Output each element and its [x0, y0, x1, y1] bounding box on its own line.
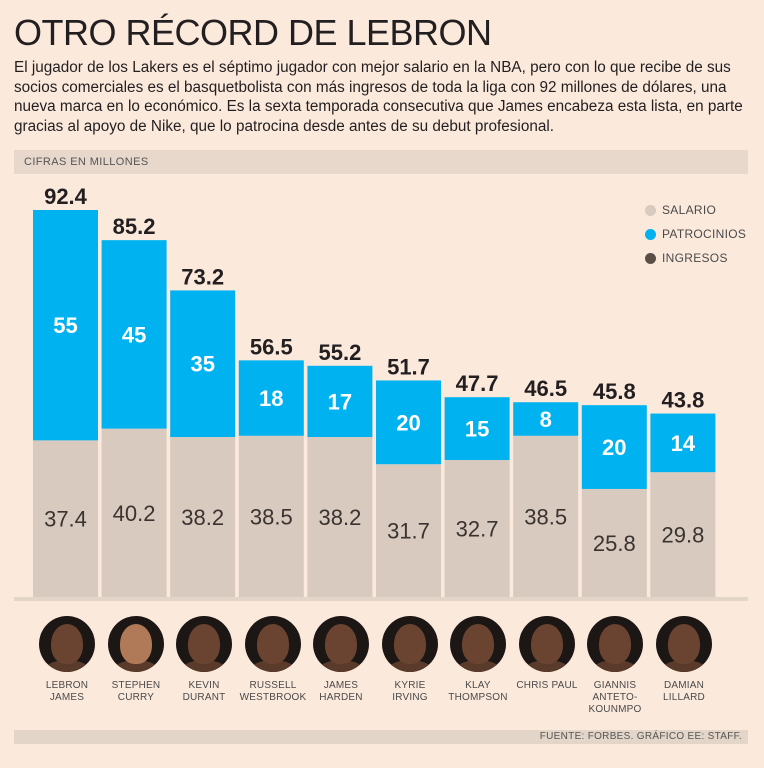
- legend-item-ingresos: INGRESOS: [645, 246, 746, 270]
- units-bar: CIFRAS EN MILLONES: [14, 150, 748, 174]
- bar-patrocinios: [376, 380, 441, 465]
- units-label: CIFRAS EN MILLONES: [24, 156, 149, 168]
- bar-salario: [101, 428, 167, 597]
- data-label-patrocinios: 15: [465, 417, 489, 442]
- data-label-patrocinios: 14: [671, 431, 696, 456]
- bar-patrocinios: [650, 413, 716, 473]
- data-label-total: 92.4: [44, 184, 88, 209]
- data-label-salario: 38.5: [524, 504, 567, 529]
- bar-salario: [581, 488, 647, 597]
- legend-label-ingresos: INGRESOS: [662, 251, 728, 265]
- player-name: CHRIS PAUL: [516, 680, 578, 691]
- player-photo-icon: [587, 616, 643, 672]
- data-label-total: 43.8: [661, 388, 704, 413]
- player-james-harden: JAMES HARDEN: [305, 616, 377, 704]
- player-photo-icon: [382, 616, 438, 672]
- bar-patrocinios: [101, 240, 167, 429]
- player-photo-icon: [176, 616, 232, 672]
- data-label-patrocinios: 20: [396, 410, 420, 435]
- bar-patrocinios: [513, 402, 579, 436]
- data-label-total: 45.8: [593, 379, 636, 404]
- legend-label-patrocinios: PATROCINIOS: [662, 227, 747, 241]
- player-giannis-antetokounmpo: GIANNIS ANTETO- KOUNMPO: [579, 616, 651, 716]
- data-label-salario: 40.2: [113, 501, 156, 526]
- player-name: GIANNIS ANTETO- KOUNMPO: [588, 680, 642, 715]
- bar-patrocinios: [170, 290, 236, 438]
- bar-salario: [33, 440, 98, 597]
- data-label-patrocinios: 8: [540, 407, 552, 432]
- player-name: KEVIN DURANT: [182, 680, 226, 703]
- data-label-total: 47.7: [456, 371, 499, 396]
- player-photo-icon: [108, 616, 164, 672]
- player-chris-paul: CHRIS PAUL: [511, 616, 583, 692]
- bar-salario: [170, 437, 236, 597]
- data-label-total: 73.2: [181, 264, 224, 289]
- data-label-patrocinios: 17: [328, 389, 352, 414]
- data-label-salario: 38.5: [250, 504, 293, 529]
- legend-item-patrocinios: PATROCINIOS: [645, 222, 746, 246]
- data-label-total: 85.2: [113, 214, 156, 239]
- legend-dot-ingresos-icon: [645, 252, 656, 264]
- bar-patrocinios: [33, 210, 98, 441]
- bar-salario: [650, 472, 716, 597]
- player-name: JAMES HARDEN: [319, 680, 363, 703]
- data-label-total: 55.2: [318, 340, 361, 365]
- player-russell-westbrook: RUSSELL WESTBROOK: [237, 616, 309, 704]
- player-photo-icon: [450, 616, 506, 672]
- player-photo-icon: [313, 616, 369, 672]
- data-label-total: 46.5: [524, 376, 567, 401]
- data-label-patrocinios: 45: [122, 322, 146, 347]
- data-label-salario: 31.7: [387, 519, 430, 544]
- data-label-total: 51.7: [387, 354, 430, 379]
- bar-salario: [376, 464, 441, 597]
- player-photo-icon: [656, 616, 712, 672]
- page-subtitle: El jugador de los Lakers es el séptimo j…: [14, 59, 743, 135]
- chart-baseline: [14, 597, 748, 601]
- player-lebron-james: LEBRON JAMES: [31, 616, 103, 704]
- bar-salario: [513, 435, 579, 597]
- data-label-patrocinios: 18: [259, 386, 283, 411]
- player-name: RUSSELL WESTBROOK: [239, 680, 307, 703]
- bar-salario: [307, 437, 373, 597]
- bar-salario: [444, 460, 510, 597]
- data-label-salario: 25.8: [593, 531, 636, 556]
- bar-patrocinios: [307, 365, 373, 438]
- player-name: LEBRON JAMES: [45, 680, 89, 703]
- data-label-salario: 37.4: [44, 507, 87, 532]
- source-credit: FUENTE: FORBES. GRÁFICO EE: STAFF.: [539, 731, 742, 742]
- legend-dot-salario-icon: [645, 204, 656, 216]
- player-klay-thompson: KLAY THOMPSON: [442, 616, 514, 704]
- player-damian-lillard: DAMIAN LILLARD: [648, 616, 720, 704]
- legend-dot-patrocinios-icon: [645, 228, 656, 240]
- bar-patrocinios: [444, 397, 510, 461]
- bar-patrocinios: [581, 405, 647, 489]
- data-label-patrocinios: 20: [602, 435, 626, 460]
- player-name: STEPHEN CURRY: [111, 680, 161, 703]
- footer-bar: FUENTE: FORBES. GRÁFICO EE: STAFF.: [14, 730, 748, 744]
- data-label-total: 56.5: [250, 334, 293, 359]
- player-kevin-durant: KEVIN DURANT: [168, 616, 240, 704]
- data-label-salario: 32.7: [456, 517, 499, 542]
- data-label-patrocinios: 55: [53, 313, 77, 338]
- player-photo-icon: [245, 616, 301, 672]
- player-name: DAMIAN LILLARD: [663, 680, 705, 703]
- player-photo-icon: [39, 616, 95, 672]
- data-label-patrocinios: 35: [190, 352, 214, 377]
- player-kyrie-irving: KYRIE IRVING: [374, 616, 446, 704]
- page-title: OTRO RÉCORD DE LEBRON: [14, 12, 492, 53]
- player-stephen-curry: STEPHEN CURRY: [100, 616, 172, 704]
- player-name: KLAY THOMPSON: [448, 680, 508, 703]
- legend: SALARIO PATROCINIOS INGRESOS: [645, 198, 746, 270]
- data-label-salario: 29.8: [661, 523, 704, 548]
- player-photo-icon: [519, 616, 575, 672]
- data-label-salario: 38.2: [181, 505, 224, 530]
- bar-patrocinios: [238, 360, 304, 436]
- player-name: KYRIE IRVING: [392, 680, 428, 703]
- legend-label-salario: SALARIO: [662, 203, 717, 217]
- data-label-salario: 38.2: [318, 505, 361, 530]
- bar-salario: [238, 435, 304, 597]
- legend-item-salario: SALARIO: [645, 198, 746, 222]
